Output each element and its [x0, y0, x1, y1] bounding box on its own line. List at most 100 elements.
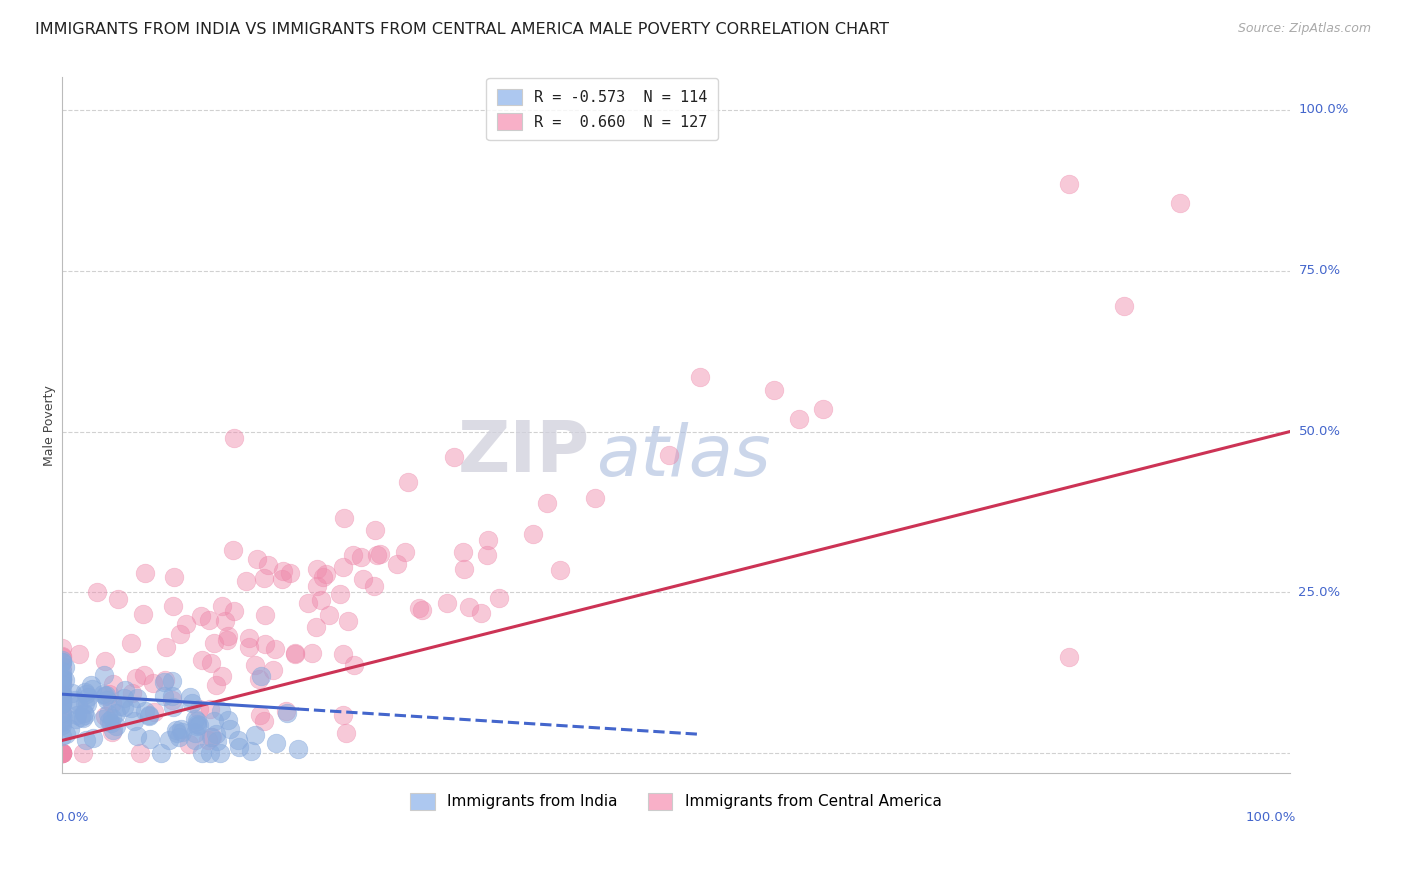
Point: [264, 736, 287, 750]
Point: [134, 704, 156, 718]
Point: [112, 690, 135, 705]
Point: [51, 640, 73, 655]
Point: [222, 604, 245, 618]
Text: Source: ZipAtlas.com: Source: ZipAtlas.com: [1237, 22, 1371, 36]
Point: [202, 636, 225, 650]
Point: [689, 369, 711, 384]
Point: [263, 642, 285, 657]
Legend: Immigrants from India, Immigrants from Central America: Immigrants from India, Immigrants from C…: [402, 785, 949, 817]
Point: [179, 737, 201, 751]
Point: [214, 614, 236, 628]
Point: [91, 712, 114, 726]
Point: [51, 672, 73, 686]
Point: [51, 729, 73, 743]
Point: [69, 710, 91, 724]
Point: [125, 690, 148, 705]
Point: [51, 649, 73, 664]
Point: [169, 722, 191, 736]
Point: [235, 574, 257, 589]
Point: [51, 673, 73, 688]
Point: [162, 689, 184, 703]
Point: [583, 491, 606, 505]
Point: [187, 718, 209, 732]
Point: [121, 686, 143, 700]
Point: [1114, 299, 1136, 313]
Text: 50.0%: 50.0%: [1299, 425, 1340, 438]
Point: [205, 678, 228, 692]
Point: [138, 732, 160, 747]
Point: [63, 693, 86, 707]
Point: [201, 730, 224, 744]
Point: [97, 706, 120, 721]
Point: [254, 637, 277, 651]
Point: [155, 673, 177, 688]
Point: [65, 712, 87, 726]
Point: [53, 673, 76, 687]
Point: [51, 690, 73, 705]
Point: [51, 714, 73, 729]
Point: [51, 648, 73, 663]
Point: [311, 593, 333, 607]
Text: ZIP: ZIP: [458, 418, 591, 487]
Point: [51, 698, 73, 712]
Point: [93, 668, 115, 682]
Point: [333, 510, 356, 524]
Point: [470, 607, 492, 621]
Point: [278, 566, 301, 580]
Point: [813, 401, 835, 416]
Point: [166, 726, 188, 740]
Point: [1168, 196, 1191, 211]
Point: [370, 547, 392, 561]
Point: [312, 570, 335, 584]
Point: [522, 527, 544, 541]
Point: [120, 635, 142, 649]
Point: [51, 747, 73, 761]
Point: [249, 707, 271, 722]
Point: [209, 705, 232, 719]
Point: [51, 667, 73, 681]
Point: [207, 734, 229, 748]
Point: [51, 696, 73, 710]
Point: [191, 747, 214, 761]
Point: [82, 731, 104, 745]
Point: [217, 633, 239, 648]
Point: [411, 603, 433, 617]
Point: [170, 725, 193, 739]
Point: [301, 646, 323, 660]
Point: [55, 727, 77, 741]
Point: [51, 698, 73, 712]
Point: [94, 655, 117, 669]
Point: [238, 631, 260, 645]
Point: [105, 719, 128, 733]
Point: [254, 608, 277, 623]
Point: [73, 697, 96, 711]
Text: atlas: atlas: [596, 422, 770, 491]
Point: [398, 475, 420, 490]
Point: [245, 657, 267, 672]
Point: [162, 699, 184, 714]
Text: IMMIGRANTS FROM INDIA VS IMMIGRANTS FROM CENTRAL AMERICA MALE POVERTY CORRELATIO: IMMIGRANTS FROM INDIA VS IMMIGRANTS FROM…: [35, 22, 889, 37]
Point: [443, 450, 465, 464]
Point: [352, 572, 374, 586]
Point: [184, 733, 207, 747]
Point: [51, 673, 73, 687]
Point: [200, 730, 222, 744]
Point: [394, 545, 416, 559]
Point: [98, 714, 121, 728]
Point: [51, 653, 73, 667]
Point: [51, 671, 73, 685]
Point: [76, 697, 98, 711]
Point: [162, 599, 184, 613]
Point: [91, 687, 114, 701]
Point: [132, 607, 155, 621]
Point: [51, 747, 73, 761]
Point: [149, 747, 172, 761]
Point: [184, 726, 207, 740]
Point: [457, 599, 479, 614]
Point: [51, 677, 73, 691]
Point: [51, 694, 73, 708]
Point: [51, 671, 73, 685]
Point: [51, 692, 73, 706]
Text: 100.0%: 100.0%: [1299, 103, 1348, 116]
Point: [60, 686, 83, 700]
